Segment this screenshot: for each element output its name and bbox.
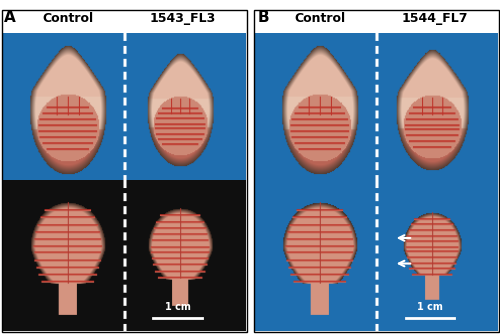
Text: 1 cm: 1 cm	[417, 302, 443, 312]
Text: B: B	[258, 10, 269, 25]
Text: Control: Control	[294, 12, 346, 25]
Text: 1543_FL3: 1543_FL3	[150, 12, 216, 25]
Text: Control: Control	[42, 12, 93, 25]
Text: 1544_FL7: 1544_FL7	[402, 12, 468, 25]
Text: A: A	[4, 10, 16, 25]
Text: 1 cm: 1 cm	[164, 302, 190, 312]
